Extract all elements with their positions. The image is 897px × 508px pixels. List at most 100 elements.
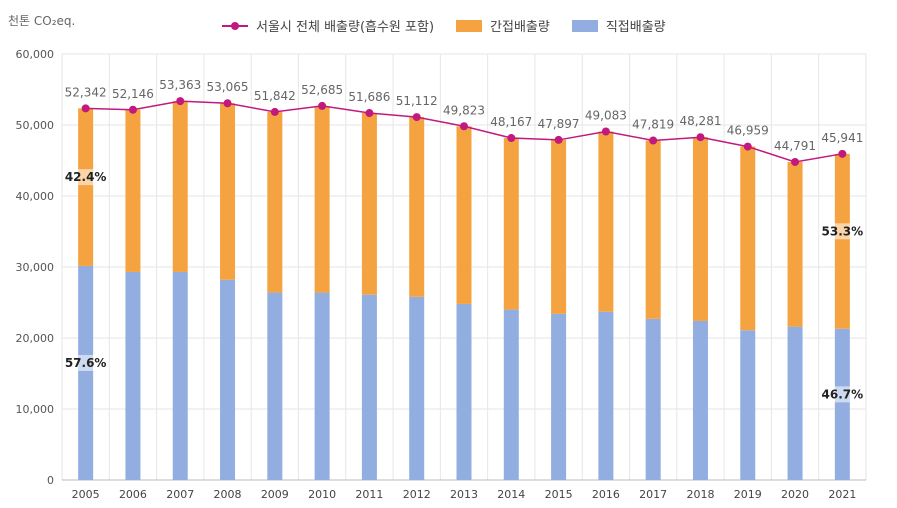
bar-indirect-2021: [834, 153, 850, 329]
x-tick-label: 2012: [403, 488, 431, 501]
bar-direct-2019: [740, 330, 756, 480]
total-point-2014: [507, 134, 516, 143]
x-tick-label: 2009: [261, 488, 289, 501]
legend-label-indirect: 간접배출량: [490, 20, 550, 35]
bar-indirect-2016: [598, 131, 614, 312]
y-tick-label: 60,000: [16, 48, 55, 61]
total-value-label: 52,685: [301, 83, 343, 97]
bar-direct-2006: [125, 271, 141, 480]
x-tick-label: 2007: [166, 488, 194, 501]
legend-item-direct: 직접배출량: [571, 16, 666, 35]
bar-direct-2017: [645, 318, 661, 480]
annotation-bg: [65, 169, 106, 186]
y-tick-label: 50,000: [16, 119, 55, 132]
legend-line-marker-icon: [222, 21, 248, 31]
bar-indirect-2009: [267, 111, 283, 293]
total-line: 52,342 52,146 53,363 53,065 51,842 52,685 51,6…: [65, 78, 863, 166]
total-point-2015: [554, 135, 563, 144]
bar-indirect-2006: [125, 109, 141, 272]
share-annotation: 53.3%: [822, 224, 864, 238]
bar-indirect-2014: [503, 138, 519, 310]
legend-label-total: 서울시 전체 배출량(흡수원 포함): [256, 20, 435, 35]
bar-indirect-2015: [551, 139, 567, 314]
legend-item-indirect: 간접배출량: [456, 16, 550, 35]
bar-direct-2015: [551, 313, 567, 480]
bar-indirect-2018: [692, 137, 708, 321]
y-tick-label: 40,000: [16, 190, 55, 203]
bar-indirect-2005: [78, 108, 94, 266]
total-value-label: 44,791: [774, 139, 816, 153]
total-value-label: 52,342: [65, 85, 107, 99]
y-tick-label: 30,000: [16, 261, 55, 274]
total-value-label: 51,686: [348, 90, 390, 104]
total-value-label: 47,819: [632, 117, 674, 131]
x-tick-label: 2011: [355, 488, 383, 501]
total-value-label: 49,083: [585, 109, 627, 123]
chart-annotations: 42.4% 57.6% 53.3% 46.7%: [65, 169, 864, 403]
bar-indirect-2019: [740, 146, 756, 331]
x-tick-label: 2019: [734, 488, 762, 501]
legend-item-total: 서울시 전체 배출량(흡수원 포함): [222, 16, 434, 35]
bar-direct-2020: [787, 326, 803, 480]
bar-direct-2010: [314, 292, 330, 480]
total-point-2020: [791, 157, 800, 166]
share-annotation: 57.6%: [65, 356, 107, 370]
total-value-label: 52,146: [112, 87, 154, 101]
total-point-2007: [176, 97, 185, 106]
x-tick-label: 2017: [639, 488, 667, 501]
x-tick-label: 2014: [497, 488, 525, 501]
total-point-2012: [412, 113, 421, 122]
y-tick-label: 20,000: [16, 332, 55, 345]
bar-direct-2013: [456, 303, 472, 480]
bar-direct-2007: [172, 271, 188, 480]
total-point-2005: [81, 104, 90, 113]
total-point-2016: [601, 127, 610, 136]
bar-direct-2011: [361, 294, 377, 480]
x-tick-label: 2021: [828, 488, 856, 501]
bar-indirect-2008: [220, 103, 236, 280]
x-tick-label: 2013: [450, 488, 478, 501]
bar-direct-2021: [834, 328, 850, 480]
total-value-label: 47,897: [538, 117, 580, 131]
bar-indirect-2012: [409, 117, 425, 297]
total-value-label: 48,167: [490, 115, 532, 129]
annotation-bg: [65, 354, 106, 371]
y-tick-label: 0: [47, 474, 54, 487]
total-point-2018: [696, 133, 705, 142]
bar-direct-2018: [692, 320, 708, 480]
total-point-2006: [128, 105, 137, 114]
x-tick-label: 2008: [214, 488, 242, 501]
x-tick-label: 2005: [72, 488, 100, 501]
legend-label-direct: 직접배출량: [605, 20, 666, 35]
bar-direct-2016: [598, 311, 614, 480]
unit-label: 천톤 CO₂eq.: [8, 14, 76, 28]
x-tick-label: 2015: [545, 488, 573, 501]
total-value-label: 49,823: [443, 103, 485, 117]
bar-indirect-2017: [645, 140, 661, 319]
bar-indirect-2020: [787, 161, 803, 327]
annotation-bg: [822, 223, 863, 240]
total-value-label: 53,065: [207, 80, 249, 94]
x-tick-label: 2010: [308, 488, 336, 501]
bar-indirect-2011: [361, 113, 377, 295]
total-value-label: 51,112: [396, 94, 438, 108]
bar-direct-2009: [267, 292, 283, 480]
chart-bars: [78, 101, 850, 480]
x-axis: 2005 2006 2007 2008 2009 2010 2011 2012 2013 2014…: [72, 488, 857, 501]
total-point-2019: [743, 142, 752, 151]
total-value-label: 51,842: [254, 89, 296, 103]
share-annotation: 46.7%: [822, 387, 864, 401]
total-point-2013: [460, 122, 468, 131]
total-point-2010: [318, 101, 327, 110]
total-value-label: 46,959: [727, 124, 769, 138]
total-value-label: 48,281: [679, 114, 721, 128]
total-point-2011: [365, 109, 374, 118]
total-point-2017: [649, 136, 658, 145]
total-value-label: 45,941: [821, 131, 863, 145]
x-tick-label: 2006: [119, 488, 147, 501]
total-point-2009: [270, 107, 279, 116]
legend-swatch-indirect: [456, 19, 483, 32]
bar-direct-2005: [78, 265, 94, 480]
annotation-bg: [822, 386, 863, 403]
